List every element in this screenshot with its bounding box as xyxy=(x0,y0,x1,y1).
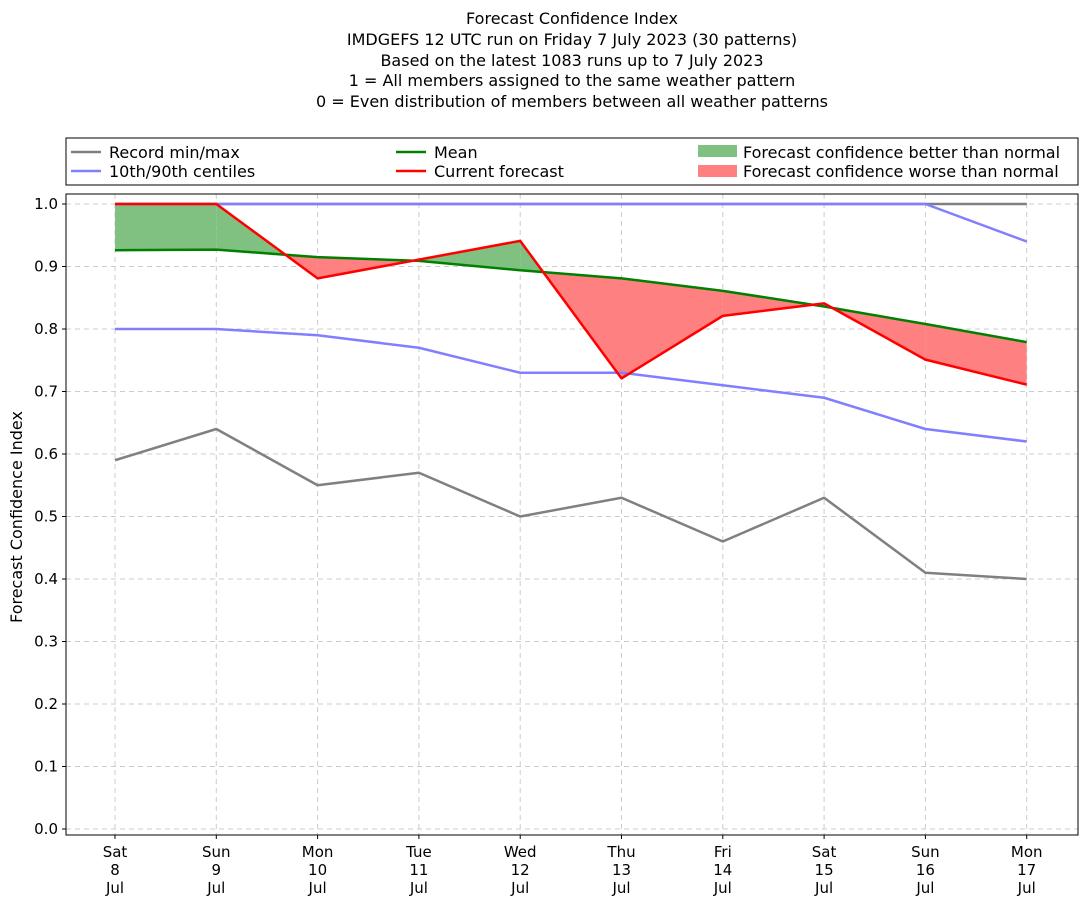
x-tick-label-1-0: Sun xyxy=(202,843,231,861)
x-tick-label-6-0: Fri xyxy=(714,843,732,861)
x-tick-label-3-0: Tue xyxy=(405,843,432,861)
x-tick-label-0-2: Jul xyxy=(105,879,124,897)
y-axis-ticks: 0.0 0.1 0.2 0.3 0.4 0.5 0.6 0.7 0.8 0.9 1.0 xyxy=(34,195,66,838)
worse-fill-8-0 xyxy=(925,324,1027,385)
mean-line xyxy=(114,248,1027,344)
x-tick-label-9-2: Jul xyxy=(1017,879,1036,897)
legend-worse-swatch xyxy=(698,165,737,177)
y-tick-label-1: 0.1 xyxy=(34,758,58,776)
title-line-1: Forecast Confidence Index xyxy=(466,9,678,28)
legend-frame xyxy=(65,137,1079,186)
y-tick-label-0: 0.0 xyxy=(34,820,58,838)
legend-better-label: Forecast confidence better than normal xyxy=(743,143,1060,162)
x-tick-label-8-1: 16 xyxy=(916,861,935,879)
title-line-4: 1 = All members assigned to the same wea… xyxy=(349,71,796,90)
current-forecast-line xyxy=(115,202,1027,386)
y-tick-label-6: 0.6 xyxy=(34,445,58,463)
y-tick-label-9: 0.9 xyxy=(34,258,58,276)
legend-record-label: Record min/max xyxy=(109,143,240,162)
series-lines xyxy=(114,202,1028,581)
legend-better-swatch xyxy=(698,145,737,157)
legend-worse-label: Forecast confidence worse than normal xyxy=(743,162,1059,181)
legend: Record min/max 10th/90th centiles Mean C… xyxy=(65,137,1079,186)
x-tick-label-8-0: Sun xyxy=(911,843,940,861)
x-tick-label-0-0: Sat xyxy=(103,843,128,861)
x-tick-label-4-2: Jul xyxy=(510,879,529,897)
x-tick-label-6-2: Jul xyxy=(713,879,732,897)
x-tick-label-4-0: Wed xyxy=(504,843,537,861)
title-line-5: 0 = Even distribution of members between… xyxy=(316,92,828,111)
worse-fill-6-0 xyxy=(722,290,813,316)
title-line-3: Based on the latest 1083 runs up to 7 Ju… xyxy=(380,51,763,70)
x-tick-label-2-2: Jul xyxy=(308,879,327,897)
x-tick-label-4-1: 12 xyxy=(511,861,530,879)
x-tick-label-9-1: 17 xyxy=(1017,861,1036,879)
better-fill-0-0 xyxy=(115,204,217,251)
x-tick-label-8-2: Jul xyxy=(915,879,934,897)
p10-line xyxy=(115,327,1027,443)
y-tick-label-7: 0.7 xyxy=(34,383,58,401)
y-tick-label-3: 0.3 xyxy=(34,633,58,651)
x-tick-label-7-1: 15 xyxy=(815,861,834,879)
legend-mean-label: Mean xyxy=(434,143,478,162)
x-tick-label-1-1: 9 xyxy=(212,861,222,879)
x-tick-label-3-1: 11 xyxy=(409,861,428,879)
x-tick-label-0-1: 8 xyxy=(110,861,120,879)
y-tick-label-8: 0.8 xyxy=(34,320,58,338)
title-line-2: IMDGEFS 12 UTC run on Friday 7 July 2023… xyxy=(347,30,797,49)
x-tick-label-7-2: Jul xyxy=(814,879,833,897)
x-tick-label-5-1: 13 xyxy=(612,861,631,879)
y-tick-label-10: 1.0 xyxy=(34,195,58,213)
y-tick-label-5: 0.5 xyxy=(34,508,58,526)
x-tick-label-9-0: Mon xyxy=(1011,843,1043,861)
x-tick-label-6-1: 14 xyxy=(713,861,732,879)
x-tick-label-1-2: Jul xyxy=(206,879,225,897)
axes xyxy=(65,193,1079,836)
chart-title: Forecast Confidence Index IMDGEFS 12 UTC… xyxy=(316,9,828,111)
record-min-line xyxy=(114,427,1027,581)
plot-frame xyxy=(65,193,1079,836)
y-tick-label-2: 0.2 xyxy=(34,695,58,713)
x-tick-label-7-0: Sat xyxy=(812,843,837,861)
y-tick-label-4: 0.4 xyxy=(34,570,58,588)
x-tick-label-2-0: Mon xyxy=(302,843,334,861)
legend-current-label: Current forecast xyxy=(434,162,564,181)
x-tick-label-3-2: Jul xyxy=(409,879,428,897)
x-tick-label-5-0: Thu xyxy=(606,843,635,861)
grid xyxy=(66,194,1078,835)
p90-line xyxy=(115,202,1028,243)
x-tick-label-2-1: 10 xyxy=(308,861,327,879)
x-tick-label-5-2: Jul xyxy=(611,879,630,897)
y-axis-label: Forecast Confidence Index xyxy=(7,411,26,623)
worse-fill-5-0 xyxy=(621,278,723,379)
x-axis-ticks: Sat8JulSun9JulMon10JulTue11JulWed12JulTh… xyxy=(103,835,1043,897)
legend-centiles-label: 10th/90th centiles xyxy=(109,162,255,181)
